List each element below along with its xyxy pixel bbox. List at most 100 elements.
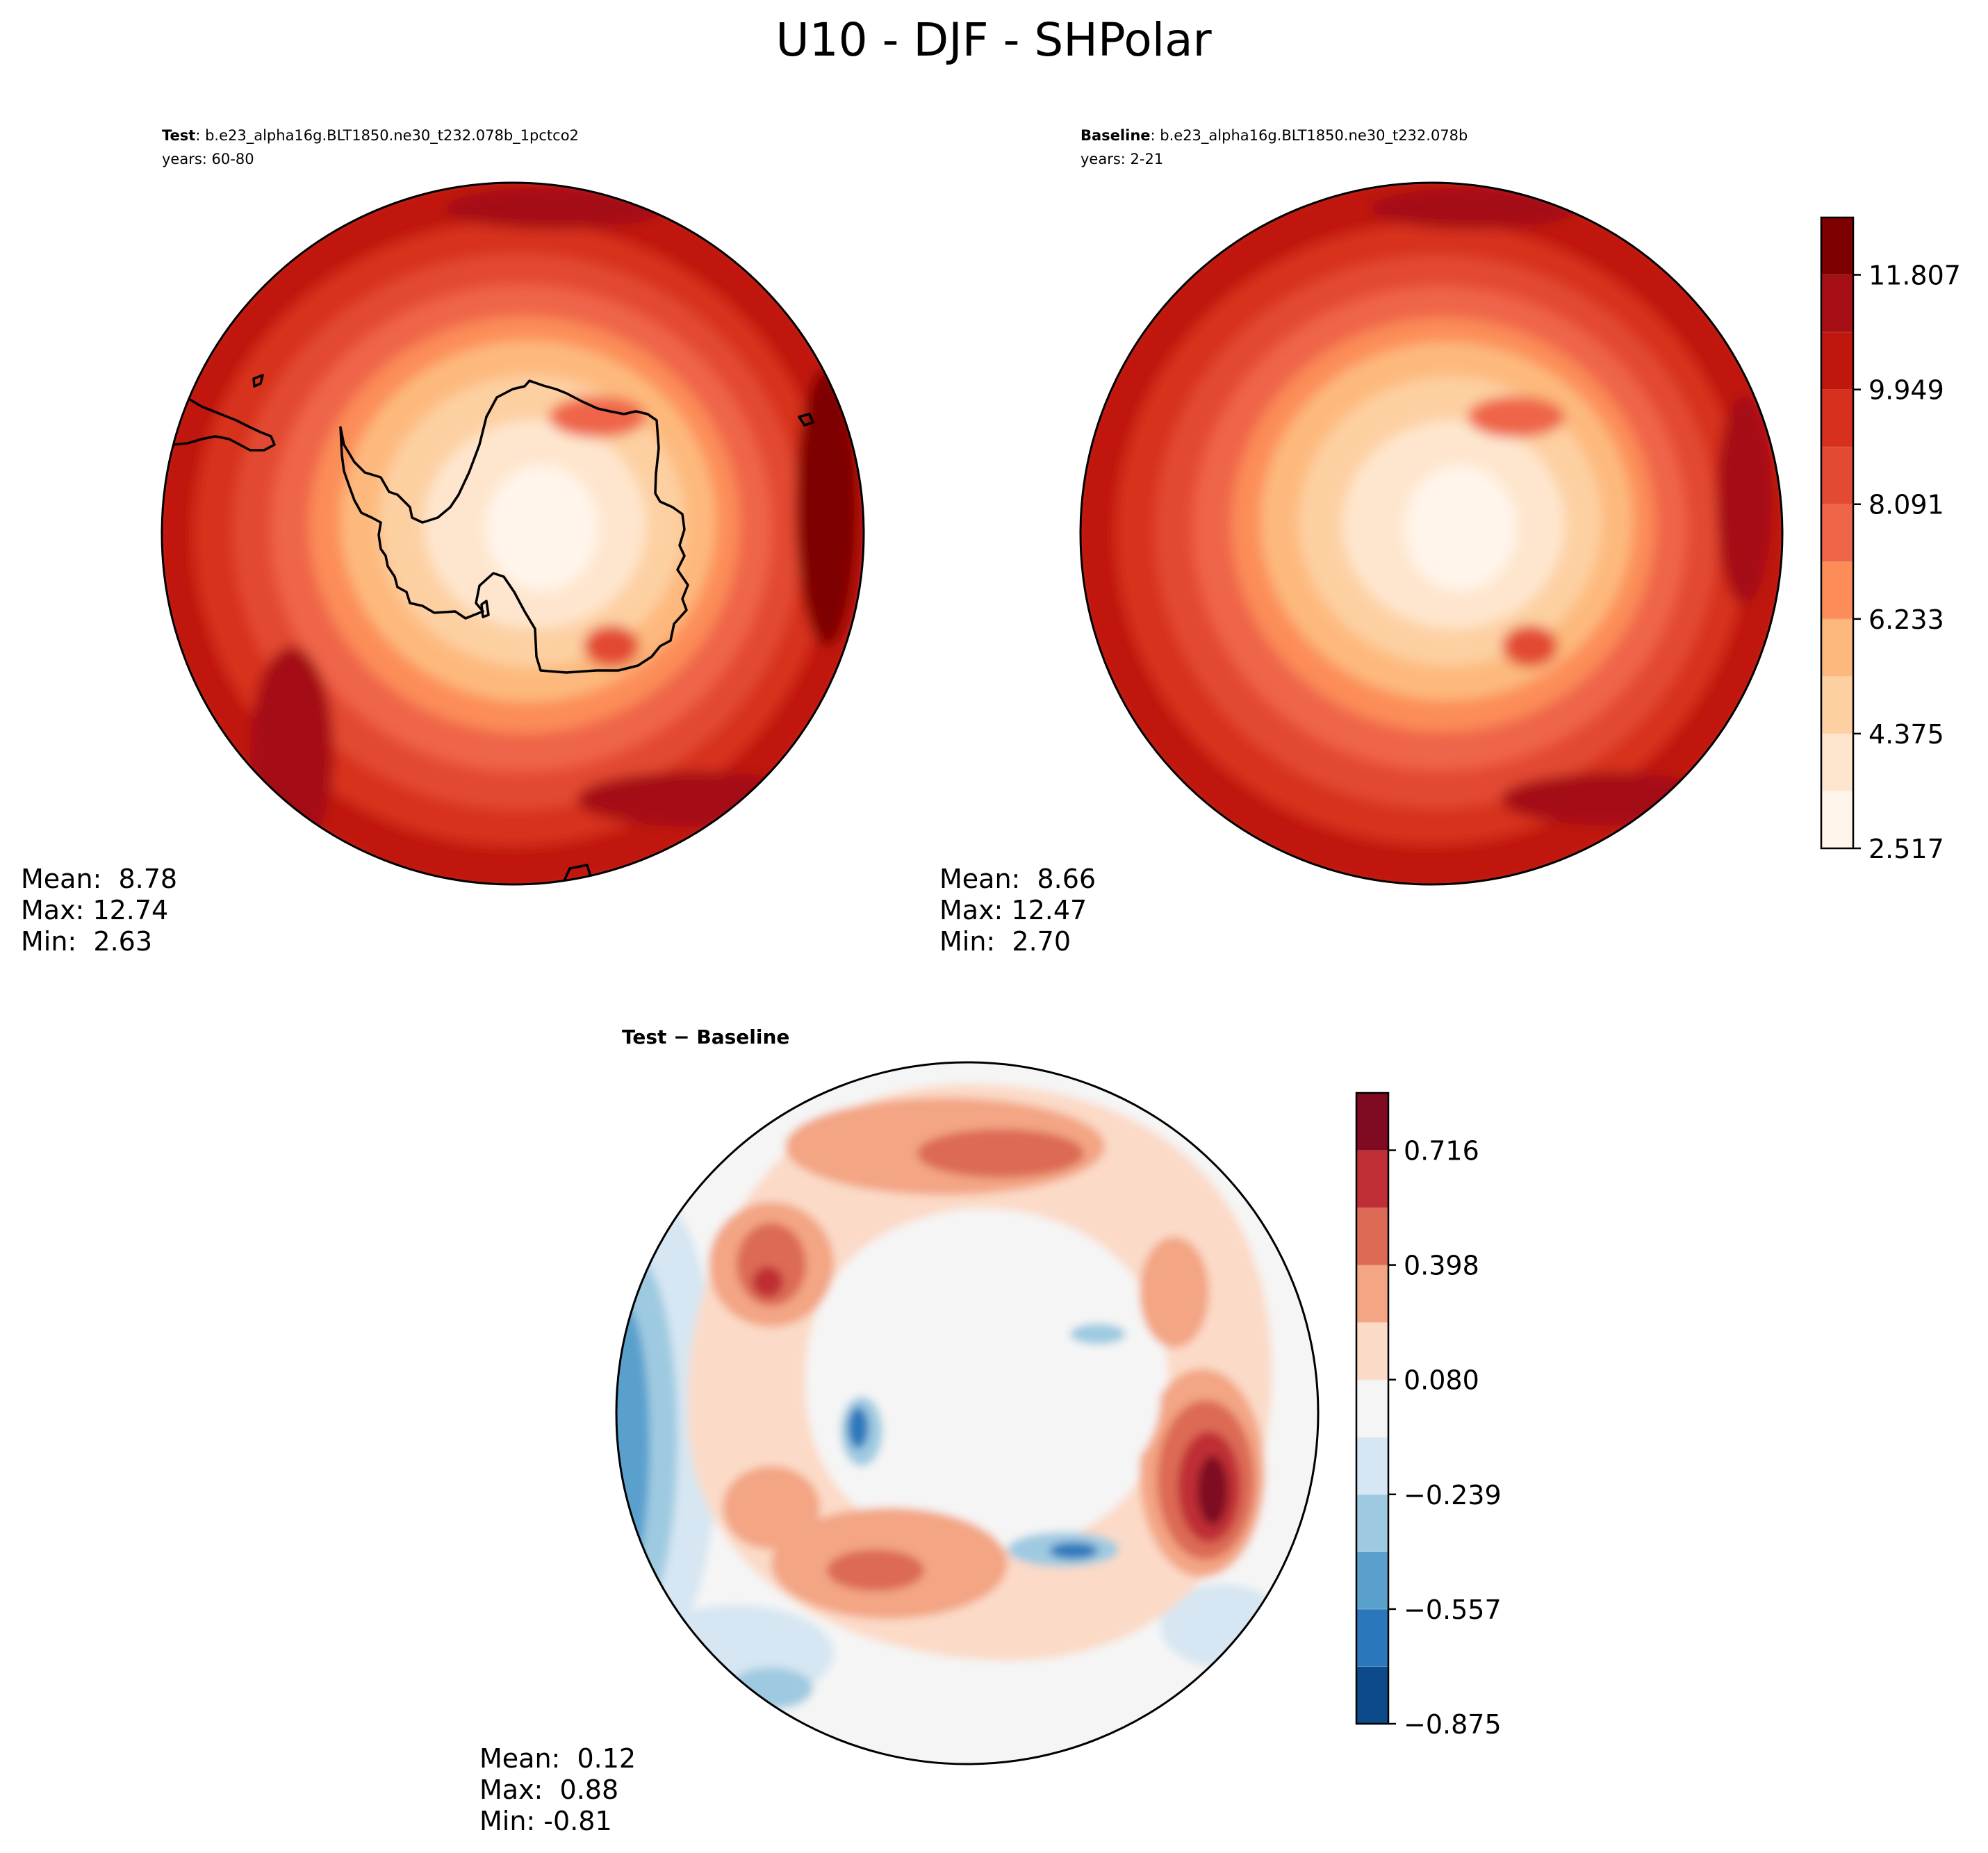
diff-warm-northeast-1 xyxy=(1140,1237,1209,1348)
diff-colorbar-cell xyxy=(1356,1437,1388,1495)
baseline-stat-max: Max: 12.47 xyxy=(939,895,1087,925)
diff-colorbar-cell xyxy=(1356,1150,1388,1208)
main-colorbar-cell xyxy=(1821,618,1853,677)
australia-tip xyxy=(561,864,592,884)
diff-colorbar-tick-label: −0.557 xyxy=(1404,1595,1502,1625)
diff-coast-cool-5 xyxy=(1070,1324,1126,1344)
main-colorbar-frame xyxy=(1820,216,1855,850)
main-colorbar-cells xyxy=(1821,217,1853,849)
main-colorbar-tick-label: 11.807 xyxy=(1868,261,1961,291)
test-stat-max: Max: 12.74 xyxy=(21,895,168,925)
baseline-map-boundary xyxy=(1079,181,1784,886)
test-jet-southeast xyxy=(577,771,813,827)
baseline-jet-east xyxy=(1716,396,1772,604)
diff-colorbar-cell xyxy=(1356,1666,1388,1724)
main-colorbar-cell xyxy=(1821,389,1853,447)
test-jet-north xyxy=(445,188,667,229)
diff-colorbar-cell xyxy=(1356,1494,1388,1552)
antarctica-coastline xyxy=(339,379,689,674)
baseline-jet-southeast xyxy=(1501,773,1723,825)
test-jet-east xyxy=(796,368,858,646)
diff-warm-east-4 xyxy=(1197,1456,1228,1525)
main-colorbar-cell xyxy=(1821,676,1853,734)
diff-center-neutral xyxy=(938,1292,1160,1501)
main-colorbar-cell xyxy=(1821,504,1853,562)
test-stats: Mean: 8.78 Max: 12.74 Min: 2.63 xyxy=(21,864,177,957)
main-colorbar-tick-label: 6.233 xyxy=(1868,604,1944,635)
diff-warm-south-2 xyxy=(827,1549,924,1591)
diff-warm-north-2 xyxy=(917,1129,1084,1178)
diff-colorbar-cell xyxy=(1356,1322,1388,1381)
main-colorbar-cell xyxy=(1821,274,1853,333)
diff-colorbar-ticks: −0.875 −0.557 −0.239 0.080 0.398 0.716 xyxy=(1388,1136,1502,1740)
diff-warm-southwest-1 xyxy=(723,1466,820,1549)
main-colorbar-cell xyxy=(1821,791,1853,849)
diff-stat-mean: Mean: 0.12 xyxy=(479,1743,636,1774)
main-colorbar-tick-label: 8.091 xyxy=(1868,490,1944,520)
test-label-case: : b.e23_alpha16g.BLT1850.ne30_t232.078b_… xyxy=(195,127,579,145)
main-colorbar-tick-label: 4.375 xyxy=(1868,719,1944,750)
main-colorbar-cell xyxy=(1821,447,1853,505)
main-colorbar-tick-label: 2.517 xyxy=(1868,834,1944,864)
diff-sw-cool-2 xyxy=(730,1667,813,1709)
diff-map xyxy=(616,1062,1318,1764)
baseline-stats: Mean: 8.66 Max: 12.47 Min: 2.70 xyxy=(939,864,1096,957)
main-colorbar-cell xyxy=(1821,561,1853,620)
diff-west-cool-3 xyxy=(616,1306,650,1584)
test-stat-min: Min: 2.63 xyxy=(21,926,152,957)
diff-map-boundary xyxy=(615,1061,1320,1765)
diff-colorbar-frame xyxy=(1355,1092,1390,1725)
test-label-bold: Test xyxy=(162,127,195,144)
baseline-jet-north xyxy=(1370,188,1579,229)
diff-colorbar-tick-label: −0.875 xyxy=(1404,1709,1502,1740)
diff-colorbar-cell xyxy=(1356,1551,1388,1610)
diff-colorbar: −0.875 −0.557 −0.239 0.080 0.398 0.716 xyxy=(1355,1092,1502,1740)
diff-stats: Mean: 0.12 Max: 0.88 Min: -0.81 xyxy=(479,1743,636,1836)
test-years: years: 60-80 xyxy=(162,151,254,167)
baseline-panel: Baseline: b.e23_alpha16g.BLT1850.ne30_t2… xyxy=(939,127,1784,957)
kerguelen-island xyxy=(798,413,814,427)
falkland-islands xyxy=(252,374,264,388)
baseline-stat-min: Min: 2.70 xyxy=(939,926,1071,957)
baseline-label-bold: Baseline xyxy=(1081,127,1151,144)
diff-colorbar-tick-label: 0.080 xyxy=(1404,1365,1479,1396)
diff-stat-min: Min: -0.81 xyxy=(479,1806,612,1836)
test-jet-southwest xyxy=(250,646,334,855)
test-map-boundary xyxy=(161,181,865,886)
main-colorbar-ticks: 2.517 4.375 6.233 8.091 9.949 11.807 xyxy=(1853,261,1961,864)
diff-colorbar-cell xyxy=(1356,1265,1388,1323)
main-colorbar-cell xyxy=(1821,332,1853,390)
test-band-8 xyxy=(486,466,598,591)
baseline-band-8 xyxy=(1405,466,1516,591)
south-america-tip xyxy=(166,388,276,452)
diff-coast-cool-2 xyxy=(848,1407,869,1449)
baseline-years: years: 2-21 xyxy=(1081,151,1163,167)
diff-panel-title: Test − Baseline xyxy=(622,1026,789,1048)
test-coast-spot-2 xyxy=(584,625,639,667)
main-colorbar-cell xyxy=(1821,733,1853,791)
baseline-stat-mean: Mean: 8.66 xyxy=(939,864,1096,894)
figure-title: U10 - DJF - SHPolar xyxy=(775,13,1212,67)
diff-warm-northwest-3 xyxy=(753,1267,783,1297)
baseline-map xyxy=(1081,183,1782,884)
baseline-panel-label: Baseline: b.e23_alpha16g.BLT1850.ne30_t2… xyxy=(1081,127,1468,145)
baseline-label-case: : b.e23_alpha16g.BLT1850.ne30_t232.078b xyxy=(1151,127,1468,145)
diff-stat-max: Max: 0.88 xyxy=(479,1774,618,1805)
diff-colorbar-tick-label: 0.716 xyxy=(1404,1136,1479,1167)
diff-colorbar-cell xyxy=(1356,1093,1388,1151)
diff-colorbar-tick-label: −0.239 xyxy=(1404,1480,1502,1510)
baseline-coast-spot-1 xyxy=(1468,396,1565,438)
test-coast-spot-1 xyxy=(549,396,646,438)
main-colorbar-cell xyxy=(1821,217,1853,276)
test-map xyxy=(162,183,864,884)
main-colorbar-tick-label: 9.949 xyxy=(1868,375,1944,406)
diff-panel: Test − Baseline xyxy=(479,1026,1320,1836)
test-panel: Test: b.e23_alpha16g.BLT1850.ne30_t232.0… xyxy=(21,127,865,957)
diff-colorbar-cell xyxy=(1356,1608,1388,1667)
diff-coast-cool-4 xyxy=(1049,1542,1098,1559)
diff-colorbar-tick-label: 0.398 xyxy=(1404,1251,1479,1281)
test-panel-label: Test: b.e23_alpha16g.BLT1850.ne30_t232.0… xyxy=(162,127,579,145)
antarctic-island xyxy=(480,600,490,618)
diff-colorbar-cell xyxy=(1356,1379,1388,1438)
